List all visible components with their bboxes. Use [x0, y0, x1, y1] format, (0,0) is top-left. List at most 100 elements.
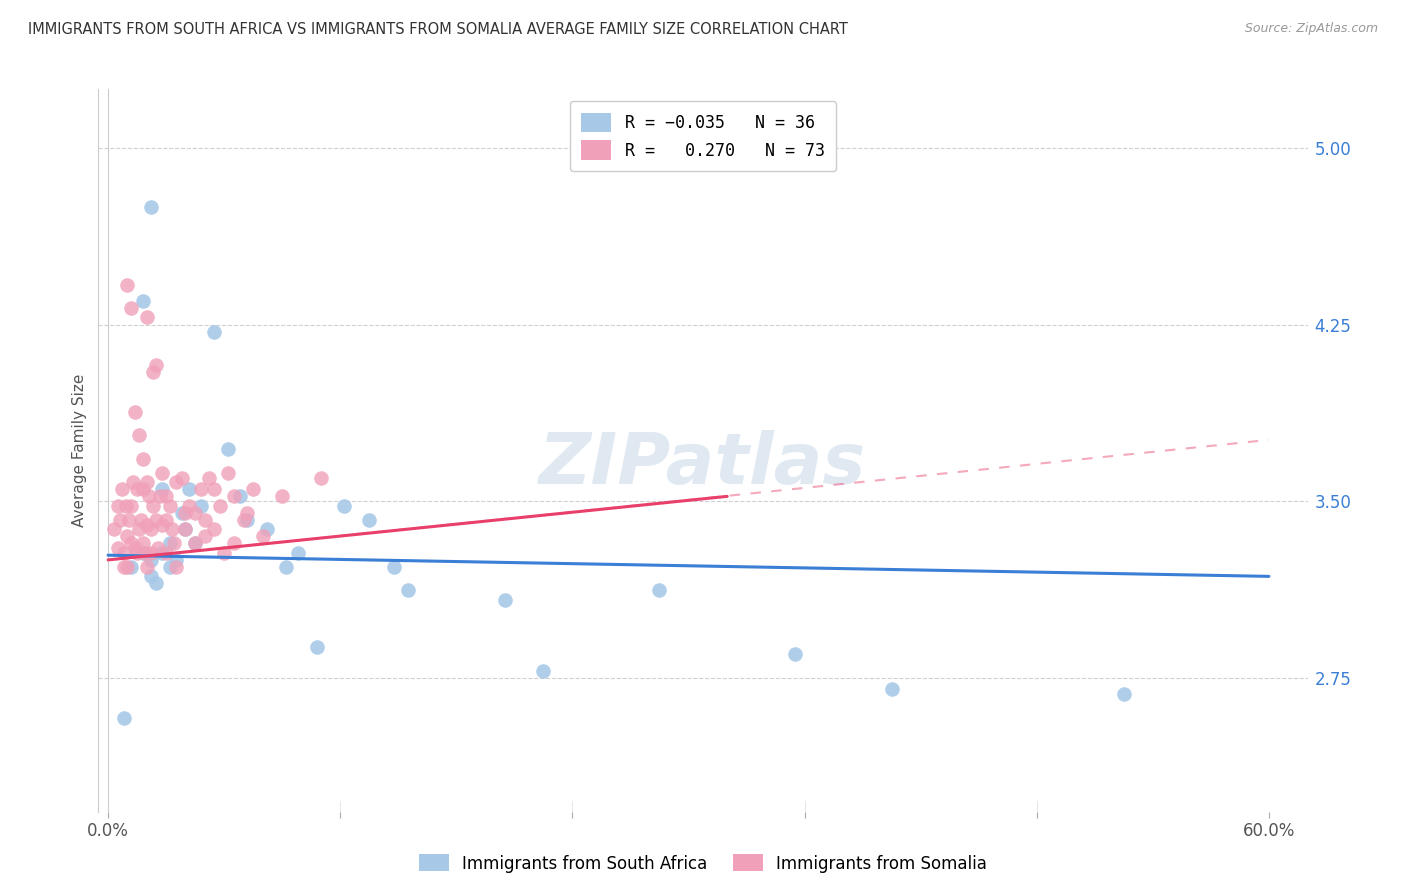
Point — [305, 640, 328, 654]
Point — [190, 483, 212, 497]
Point — [1112, 687, 1135, 701]
Point — [132, 546, 155, 560]
Point — [252, 529, 274, 543]
Point — [194, 513, 217, 527]
Point — [359, 513, 381, 527]
Point — [150, 466, 173, 480]
Point — [127, 546, 149, 560]
Point — [120, 301, 142, 315]
Point — [174, 522, 197, 536]
Point — [155, 513, 177, 527]
Point — [120, 536, 142, 550]
Point — [165, 553, 187, 567]
Point — [124, 404, 146, 418]
Point — [159, 499, 181, 513]
Point — [117, 529, 139, 543]
Point — [287, 546, 309, 560]
Point — [112, 710, 135, 724]
Point — [256, 522, 278, 536]
Point — [138, 489, 160, 503]
Point — [129, 513, 152, 527]
Point — [190, 499, 212, 513]
Point — [139, 546, 162, 560]
Point — [150, 517, 173, 532]
Point — [150, 546, 173, 560]
Point — [236, 506, 259, 520]
Point — [135, 475, 157, 490]
Text: ZIPatlas: ZIPatlas — [540, 431, 866, 500]
Point — [209, 499, 232, 513]
Point — [170, 506, 193, 520]
Point — [145, 576, 167, 591]
Point — [139, 553, 162, 567]
Point — [212, 546, 235, 560]
Point — [128, 522, 150, 536]
Point — [179, 499, 201, 513]
Point — [135, 517, 157, 532]
Point — [117, 277, 139, 292]
Point — [204, 522, 226, 536]
Point — [120, 499, 142, 513]
Point — [160, 522, 183, 536]
Point — [159, 536, 181, 550]
Point — [118, 513, 141, 527]
Point — [132, 536, 155, 550]
Point — [396, 583, 419, 598]
Point — [228, 489, 250, 503]
Point — [274, 560, 297, 574]
Point — [132, 293, 155, 308]
Text: IMMIGRANTS FROM SOUTH AFRICA VS IMMIGRANTS FROM SOMALIA AVERAGE FAMILY SIZE CORR: IMMIGRANTS FROM SOUTH AFRICA VS IMMIGRAN… — [28, 22, 848, 37]
Point — [880, 682, 903, 697]
Point — [494, 593, 516, 607]
Legend: Immigrants from South Africa, Immigrants from Somalia: Immigrants from South Africa, Immigrants… — [412, 847, 994, 880]
Point — [117, 560, 139, 574]
Point — [128, 428, 150, 442]
Text: Source: ZipAtlas.com: Source: ZipAtlas.com — [1244, 22, 1378, 36]
Point — [242, 483, 264, 497]
Point — [184, 536, 207, 550]
Point — [108, 513, 131, 527]
Point — [120, 560, 142, 574]
Point — [112, 546, 135, 560]
Point — [309, 470, 332, 484]
Point — [204, 325, 226, 339]
Point — [155, 489, 177, 503]
Point — [103, 522, 125, 536]
Point — [142, 499, 165, 513]
Point — [139, 200, 162, 214]
Point — [165, 475, 187, 490]
Point — [531, 664, 554, 678]
Point — [271, 489, 294, 503]
Point — [135, 310, 157, 325]
Point — [122, 475, 145, 490]
Point — [174, 522, 197, 536]
Point — [107, 499, 129, 513]
Point — [112, 560, 135, 574]
Point — [165, 560, 187, 574]
Point — [184, 506, 207, 520]
Point — [132, 451, 155, 466]
Point — [145, 358, 167, 372]
Point — [217, 466, 239, 480]
Legend: R = −0.035   N = 36, R =   0.270   N = 73: R = −0.035 N = 36, R = 0.270 N = 73 — [569, 101, 837, 171]
Point — [333, 499, 356, 513]
Point — [148, 541, 170, 555]
Point — [648, 583, 671, 598]
Point — [142, 365, 165, 379]
Point — [222, 489, 245, 503]
Point — [127, 483, 149, 497]
Point — [783, 647, 806, 661]
Point — [149, 489, 172, 503]
Point — [107, 541, 129, 555]
Point — [170, 470, 193, 484]
Point — [384, 560, 406, 574]
Point — [135, 560, 157, 574]
Point — [163, 536, 186, 550]
Y-axis label: Average Family Size: Average Family Size — [72, 374, 87, 527]
Point — [145, 513, 167, 527]
Point — [150, 483, 173, 497]
Point — [132, 483, 155, 497]
Point — [217, 442, 239, 457]
Point — [174, 506, 197, 520]
Point — [197, 470, 219, 484]
